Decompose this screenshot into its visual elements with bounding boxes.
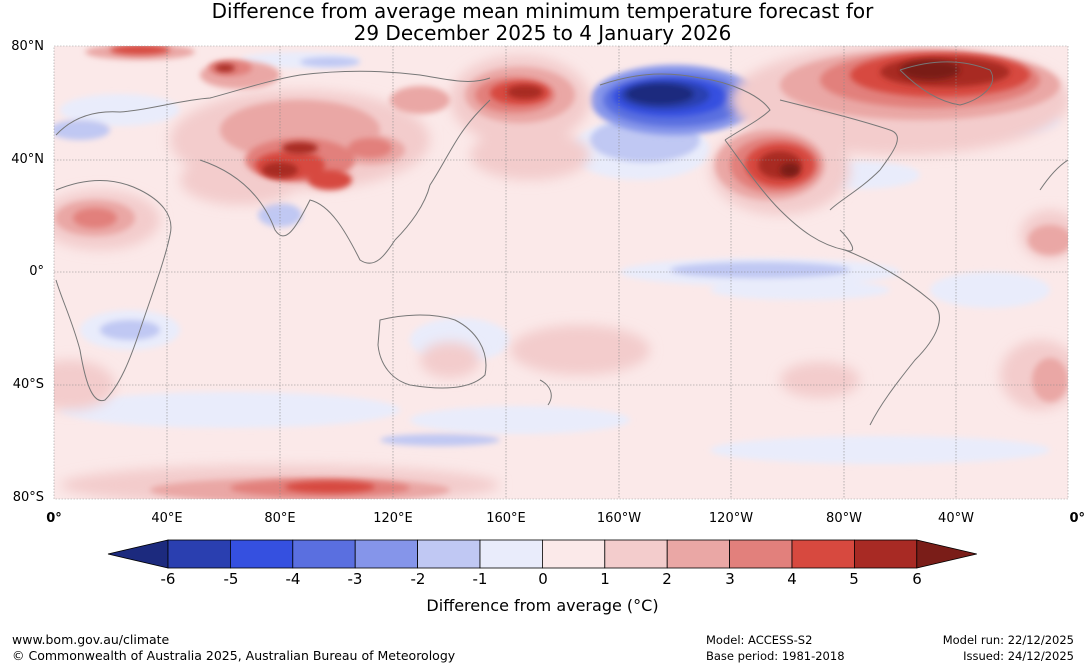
colorbar-label: Difference from average (°C) — [426, 596, 659, 615]
colorbar-bin — [229, 539, 294, 569]
map-title-line1: Difference from average mean minimum tem… — [211, 0, 874, 23]
graticule — [54, 46, 1068, 499]
map-frame — [53, 45, 1069, 500]
colorbar-bin — [292, 539, 356, 569]
colorbar-bin — [791, 539, 855, 569]
colorbar-bin — [854, 539, 918, 569]
lat-label-40n: 40°N — [11, 152, 44, 167]
footer-model: Model: ACCESS-S2 — [706, 633, 813, 647]
colorbar-bin — [479, 539, 543, 569]
colorbar-tick: 2 — [662, 570, 672, 588]
footer-model-run: Model run: 22/12/2025 — [942, 633, 1074, 647]
colorbar-extend-high — [916, 539, 977, 569]
colorbar-tick: -4 — [285, 570, 301, 588]
anomaly-field — [54, 46, 1068, 499]
lon-label-40w: 40°W — [938, 511, 974, 526]
footer-url[interactable]: www.bom.gov.au/climate — [12, 632, 170, 647]
colorbar-tick: 0 — [538, 570, 548, 588]
lon-label-80w: 80°W — [826, 511, 862, 526]
colorbar-bin — [417, 539, 481, 569]
colorbar-tick: 4 — [787, 570, 797, 588]
colorbar-bin — [729, 539, 793, 569]
colorbar-tick: -1 — [472, 570, 488, 588]
lat-label-equator: 0° — [29, 264, 44, 279]
colorbar-bin — [354, 539, 419, 569]
coastlines — [55, 61, 1068, 426]
lon-label-40e: 40°E — [151, 511, 183, 526]
lon-label-160e: 160°E — [486, 511, 526, 526]
lon-label-80e: 80°E — [264, 511, 296, 526]
colorbar-tick: -5 — [223, 570, 239, 588]
lon-label-0-right: 0° — [1069, 511, 1085, 526]
lon-label-120w: 120°W — [708, 511, 754, 526]
colorbar-tick: -6 — [160, 570, 176, 588]
lat-label-40s: 40°S — [12, 377, 44, 392]
colorbar-bin — [167, 539, 231, 569]
warm-anomaly-maximum-regions — [780, 60, 960, 177]
map-title-line2: 29 December 2025 to 4 January 2026 — [353, 21, 732, 45]
lat-label-80n: 80°N — [11, 39, 44, 54]
colorbar-bin — [542, 539, 606, 569]
lat-label-80s: 80°S — [12, 490, 44, 505]
colorbar-tick: -3 — [347, 570, 363, 588]
lon-label-160w: 160°W — [596, 511, 642, 526]
colorbar-tick: -2 — [410, 570, 426, 588]
colorbar-tick: 6 — [912, 570, 922, 588]
colorbar-bin — [666, 539, 731, 569]
footer-issued: Issued: 24/12/2025 — [963, 649, 1074, 663]
footer-copyright: © Commonwealth of Australia 2025, Austra… — [12, 648, 456, 663]
colorbar-extend-low — [107, 539, 169, 569]
colorbar-tick: 5 — [849, 570, 859, 588]
lon-label-120e: 120°E — [373, 511, 413, 526]
colorbar-tick: 3 — [725, 570, 735, 588]
colorbar-tick: 1 — [600, 570, 610, 588]
footer-base-period: Base period: 1981-2018 — [706, 649, 845, 663]
lon-label-0-left: 0° — [46, 511, 62, 526]
colorbar-bin — [604, 539, 668, 569]
colorbar — [107, 539, 977, 569]
alaska-cold-anomaly — [590, 65, 760, 135]
